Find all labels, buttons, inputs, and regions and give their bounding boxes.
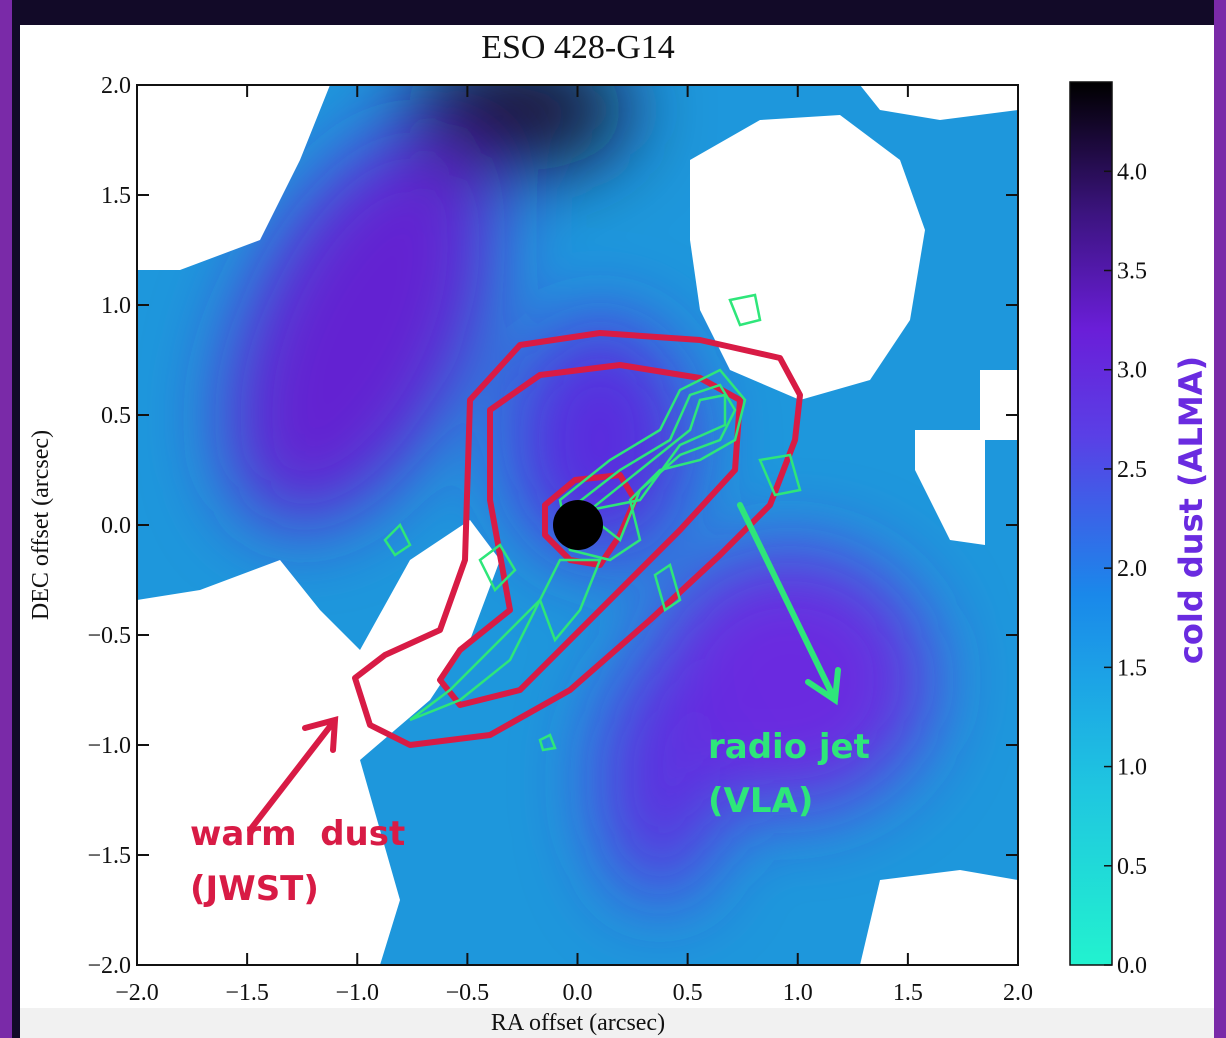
x-tick-label: −2.0: [115, 980, 159, 1006]
chart-title: ESO 428-G14: [481, 29, 675, 66]
y-tick-label: 1.0: [101, 293, 131, 319]
y-tick-label: −1.5: [87, 843, 131, 869]
colorbar-tick-label: 2.5: [1117, 457, 1147, 483]
y-tick-label: 0.5: [101, 403, 131, 429]
y-tick-label: −1.0: [87, 733, 131, 759]
annotation: warm dust: [190, 814, 405, 854]
y-tick-label: 0.0: [101, 513, 131, 539]
colorbar-tick-label: 0.0: [1117, 953, 1147, 979]
colorbar: [1070, 82, 1112, 965]
colorbar-tick-label: 2.0: [1117, 556, 1147, 582]
y-axis-label: DEC offset (arcsec): [28, 430, 54, 620]
colorbar-tick-label: 0.5: [1117, 854, 1147, 880]
colorbar-tick-label: 1.0: [1117, 755, 1147, 781]
annotation: (VLA): [708, 781, 813, 821]
x-axis-label: RA offset (arcsec): [491, 1010, 665, 1036]
y-tick-label: −2.0: [87, 953, 131, 979]
annotation: (JWST): [190, 869, 319, 909]
y-tick-label: 2.0: [101, 73, 131, 99]
x-tick-label: 1.0: [783, 980, 813, 1006]
frame-left: [0, 0, 12, 1038]
x-tick-label: −1.5: [225, 980, 269, 1006]
colorbar-tick-label: 3.5: [1117, 259, 1147, 285]
x-tick-label: 1.5: [893, 980, 923, 1006]
colorbar-tick-label: 1.5: [1117, 655, 1147, 681]
x-tick-label: 0.5: [673, 980, 703, 1006]
x-tick-label: 0.0: [563, 980, 593, 1006]
colorbar-label: cold dust (ALMA): [1172, 356, 1210, 664]
colorbar-tick-label: 3.0: [1117, 358, 1147, 384]
frame-right: [1214, 0, 1226, 1038]
x-tick-label: −1.0: [335, 980, 379, 1006]
x-tick-label: 2.0: [1003, 980, 1033, 1006]
y-tick-label: −0.5: [87, 623, 131, 649]
figure: ESO 428-G14 RA offset (arcsec) DEC offse…: [0, 0, 1226, 1038]
x-tick-label: −0.5: [446, 980, 490, 1006]
annotation: radio jet: [708, 727, 870, 767]
colorbar-tick-label: 4.0: [1117, 159, 1147, 185]
page: ESO 428-G14 RA offset (arcsec) DEC offse…: [0, 0, 1226, 1038]
y-tick-label: 1.5: [101, 183, 131, 209]
